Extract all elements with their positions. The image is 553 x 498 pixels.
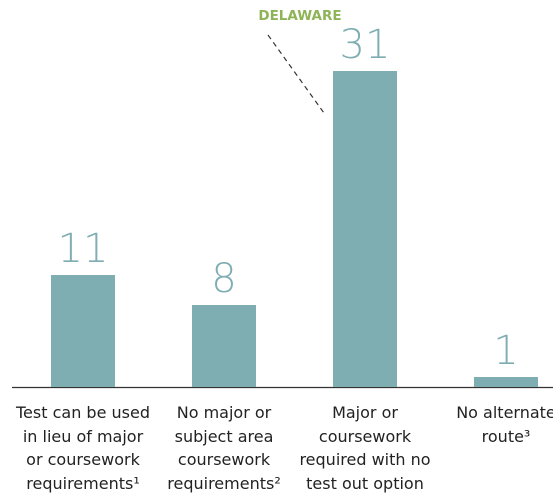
value-label: 11 (57, 225, 109, 272)
value-label: 8 (211, 256, 237, 303)
bar (51, 274, 115, 387)
value-label: 31 (339, 22, 391, 68)
category-label: No major or subject area coursework requ… (167, 403, 281, 493)
bar (333, 71, 397, 387)
category-label: Major or coursework required with no tes… (299, 403, 431, 493)
annotation-leader (267, 34, 325, 114)
bar (192, 305, 256, 387)
category-label: Test can be used in lieu of major or cou… (16, 403, 150, 493)
value-label: 1 (493, 327, 519, 374)
annotation: DELAWARE (258, 8, 342, 24)
bar (474, 376, 538, 387)
category-label: No alternate route³ (456, 403, 553, 446)
